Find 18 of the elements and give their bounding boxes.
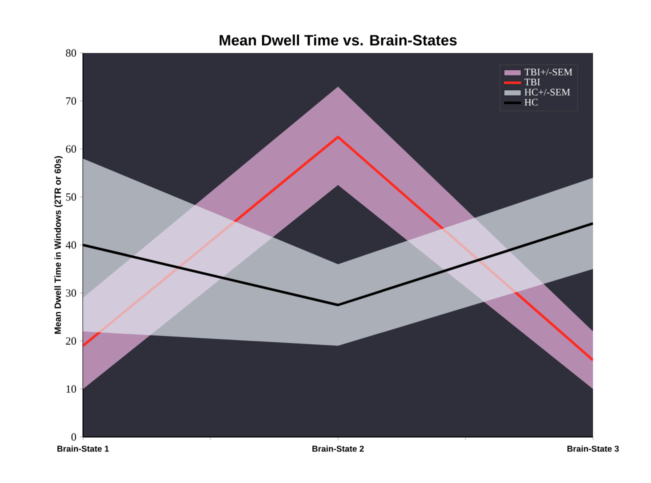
chart-title: Mean Dwell Time vs. Brain-States bbox=[220, 34, 457, 46]
y-tick-label: 50 bbox=[66, 193, 76, 201]
legend-label: HC+/-SEM bbox=[524, 88, 570, 96]
y-tick-label: 30 bbox=[66, 289, 76, 297]
y-tick-label: 40 bbox=[66, 241, 76, 249]
x-tick-label: Brain-State 1 bbox=[57, 445, 109, 452]
legend-label: TBI+/-SEM bbox=[524, 68, 572, 76]
x-tick-label: Brain-State 3 bbox=[567, 445, 619, 452]
y-tick-label: 10 bbox=[66, 385, 76, 393]
y-tick-label: 60 bbox=[66, 145, 76, 153]
y-tick-label: 0 bbox=[71, 433, 76, 441]
y-tick-label: 20 bbox=[66, 337, 76, 345]
legend-label: TBI bbox=[524, 78, 540, 86]
y-tick-label: 70 bbox=[66, 97, 76, 105]
y-tick-label: 80 bbox=[66, 49, 76, 57]
x-tick-label: Brain-State 2 bbox=[312, 445, 364, 452]
y-axis-title: Mean Dwell Time in Windows (2TR or 60s) bbox=[54, 156, 63, 334]
legend-label: HC bbox=[524, 98, 538, 106]
